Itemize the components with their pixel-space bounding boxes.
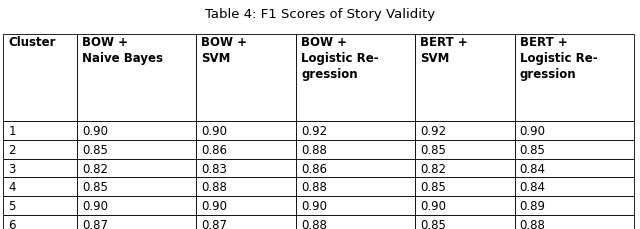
Bar <box>296 178 415 196</box>
Text: 0.82: 0.82 <box>83 162 108 175</box>
Text: BERT +
SVM: BERT + SVM <box>420 36 468 65</box>
Text: 4: 4 <box>8 181 16 194</box>
Bar <box>515 121 634 140</box>
Bar <box>196 215 296 229</box>
Bar <box>415 34 515 121</box>
Text: 0.92: 0.92 <box>420 124 446 137</box>
Text: 0.84: 0.84 <box>520 181 546 194</box>
Text: 0.85: 0.85 <box>83 143 108 156</box>
Bar <box>3 140 77 159</box>
Bar <box>415 178 515 196</box>
Bar <box>515 215 634 229</box>
Text: 0.90: 0.90 <box>202 124 227 137</box>
Bar <box>77 215 196 229</box>
Text: 0.90: 0.90 <box>202 199 227 212</box>
Bar <box>77 178 196 196</box>
Bar <box>77 140 196 159</box>
Text: 0.86: 0.86 <box>202 143 227 156</box>
Bar <box>3 121 77 140</box>
Text: 0.88: 0.88 <box>301 143 327 156</box>
Text: 0.90: 0.90 <box>520 124 546 137</box>
Text: 2: 2 <box>8 143 16 156</box>
Text: 0.86: 0.86 <box>301 162 327 175</box>
Text: 0.85: 0.85 <box>420 218 446 229</box>
Bar <box>296 121 415 140</box>
Bar <box>415 215 515 229</box>
Text: 0.87: 0.87 <box>83 218 108 229</box>
Bar <box>196 196 296 215</box>
Text: Table 4: F1 Scores of Story Validity: Table 4: F1 Scores of Story Validity <box>205 8 435 21</box>
Bar <box>296 34 415 121</box>
Bar <box>515 140 634 159</box>
Text: BOW +
Logistic Re-
gression: BOW + Logistic Re- gression <box>301 36 379 81</box>
Text: 0.85: 0.85 <box>420 181 446 194</box>
Bar <box>3 159 77 178</box>
Bar <box>3 178 77 196</box>
Bar <box>415 140 515 159</box>
Text: 0.85: 0.85 <box>520 143 545 156</box>
Text: 3: 3 <box>8 162 16 175</box>
Bar <box>515 34 634 121</box>
Bar <box>196 178 296 196</box>
Bar <box>296 140 415 159</box>
Bar <box>515 196 634 215</box>
Text: 0.88: 0.88 <box>520 218 545 229</box>
Bar <box>3 196 77 215</box>
Text: 0.85: 0.85 <box>420 143 446 156</box>
Text: 0.90: 0.90 <box>83 124 108 137</box>
Text: 0.89: 0.89 <box>520 199 546 212</box>
Bar <box>415 159 515 178</box>
Bar <box>196 34 296 121</box>
Bar <box>296 215 415 229</box>
Bar <box>515 178 634 196</box>
Text: 0.88: 0.88 <box>301 181 327 194</box>
Text: 0.82: 0.82 <box>420 162 446 175</box>
Text: 0.90: 0.90 <box>420 199 446 212</box>
Bar <box>196 159 296 178</box>
Text: 0.84: 0.84 <box>520 162 546 175</box>
Text: 5: 5 <box>8 199 16 212</box>
Bar <box>196 140 296 159</box>
Bar <box>77 196 196 215</box>
Text: Cluster: Cluster <box>8 36 56 49</box>
Text: 0.90: 0.90 <box>301 199 327 212</box>
Bar <box>415 121 515 140</box>
Text: 1: 1 <box>8 124 16 137</box>
Bar <box>77 121 196 140</box>
Text: 6: 6 <box>8 218 16 229</box>
Text: 0.83: 0.83 <box>202 162 227 175</box>
Bar <box>515 159 634 178</box>
Text: 0.85: 0.85 <box>83 181 108 194</box>
Text: 0.87: 0.87 <box>202 218 227 229</box>
Bar <box>3 34 77 121</box>
Text: BOW +
Naive Bayes: BOW + Naive Bayes <box>83 36 163 65</box>
Text: 0.92: 0.92 <box>301 124 327 137</box>
Text: BERT +
Logistic Re-
gression: BERT + Logistic Re- gression <box>520 36 597 81</box>
Text: 0.90: 0.90 <box>83 199 108 212</box>
Bar <box>77 159 196 178</box>
Text: 0.88: 0.88 <box>301 218 327 229</box>
Bar <box>415 196 515 215</box>
Bar <box>196 121 296 140</box>
Bar <box>3 215 77 229</box>
Bar <box>77 34 196 121</box>
Bar <box>296 196 415 215</box>
Bar <box>296 159 415 178</box>
Text: 0.88: 0.88 <box>202 181 227 194</box>
Text: BOW +
SVM: BOW + SVM <box>202 36 247 65</box>
